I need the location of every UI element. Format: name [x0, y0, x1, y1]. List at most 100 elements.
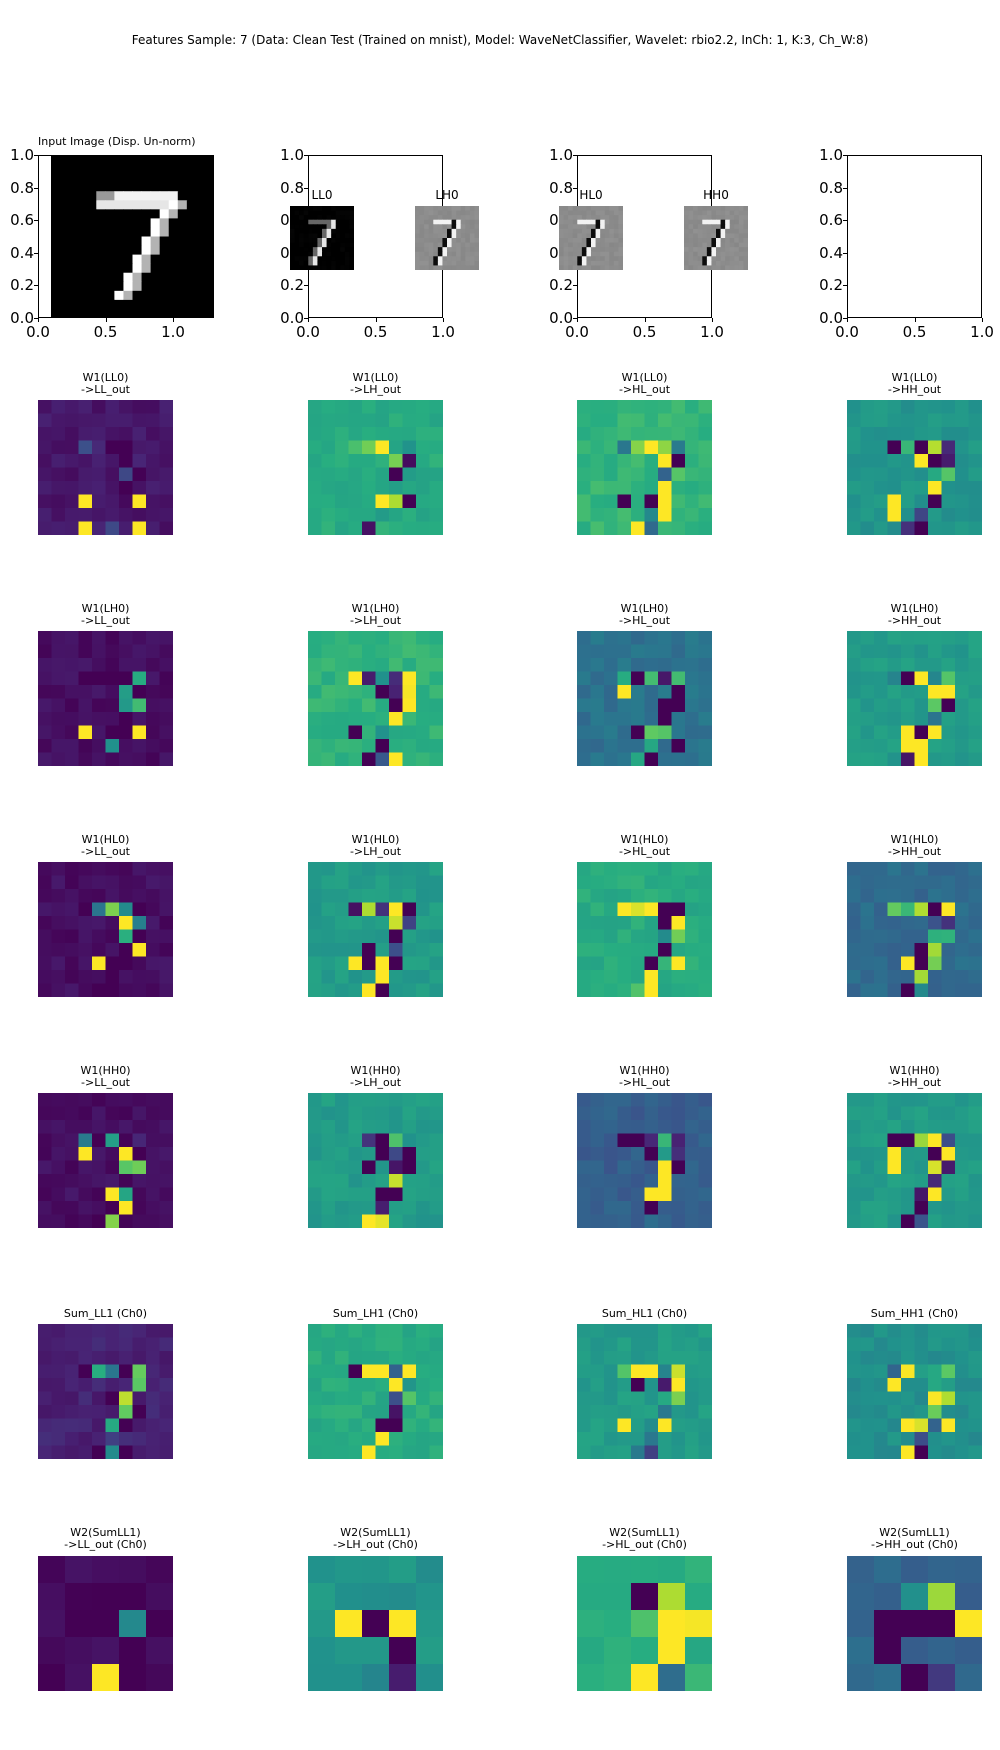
heatmap-cell — [901, 970, 915, 984]
heatmap-cell — [955, 440, 969, 455]
heatmap-cell — [78, 889, 93, 903]
heatmap-cell — [335, 1187, 349, 1202]
heatmap-cell — [581, 224, 587, 230]
heatmap-cell — [65, 1214, 79, 1228]
heatmap-cell — [698, 1174, 712, 1188]
heatmap-cell — [600, 256, 606, 262]
heatmap-cell — [604, 251, 610, 257]
heatmap-cell — [618, 260, 623, 266]
heatmap-cell — [563, 242, 569, 248]
heatmap-cell — [105, 943, 120, 957]
heatmap-cell — [322, 215, 328, 221]
heatmap-cell — [874, 427, 888, 441]
heatmap-cell — [389, 970, 403, 984]
heatmap-cell — [671, 427, 686, 441]
feature-map-title: W1(LL0) ->HL_out — [618, 371, 671, 396]
heatmap-cell — [604, 260, 610, 266]
heatmap-cell — [706, 238, 712, 244]
heatmap-cell — [887, 725, 902, 740]
heatmap-cell — [159, 712, 173, 726]
heatmap-cell — [105, 454, 120, 468]
heatmap-cell — [968, 862, 982, 876]
heatmap-cell — [604, 400, 618, 414]
heatmap-cell — [402, 494, 417, 509]
heatmap-cell — [706, 224, 712, 230]
heatmap-cell — [631, 1637, 659, 1665]
heatmap-cell — [429, 1364, 443, 1379]
heatmap-cell — [308, 875, 322, 890]
heatmap-cell — [389, 467, 403, 482]
heatmap-cell — [941, 1445, 956, 1459]
heatmap-cell — [720, 242, 726, 248]
heatmap-cell — [928, 698, 942, 713]
heatmap-cell — [375, 1378, 390, 1392]
heatmap-cell — [901, 1445, 915, 1459]
heatmap-cell — [644, 1405, 659, 1419]
heatmap-cell — [604, 440, 618, 455]
heatmap-cell — [671, 1364, 686, 1379]
heatmap-cell — [335, 1445, 349, 1459]
heatmap-cell — [631, 671, 645, 686]
heatmap-cell — [92, 712, 106, 726]
heatmap-cell — [941, 929, 956, 944]
heatmap-cell — [658, 1637, 686, 1665]
heatmap-cell — [460, 256, 466, 262]
heatmap-cell — [78, 481, 93, 495]
heatmap-cell — [51, 1351, 66, 1365]
heatmap-cell — [671, 1133, 686, 1148]
heatmap-cell — [159, 1351, 173, 1365]
heatmap-cell — [65, 725, 79, 740]
heatmap-cell — [321, 956, 336, 971]
heatmap-cell — [955, 454, 969, 468]
heatmap-cell — [349, 265, 354, 270]
heatmap-cell — [419, 242, 425, 248]
heatmap-cell — [308, 685, 322, 699]
heatmap-cell — [186, 236, 197, 247]
heatmap-cell — [437, 215, 443, 221]
heatmap-cell — [901, 712, 915, 726]
heatmap-cell — [78, 1120, 93, 1134]
heatmap-cell — [60, 308, 70, 318]
heatmap-cell — [419, 210, 425, 216]
heatmap-cell — [321, 1174, 336, 1188]
heatmap-cell — [955, 1201, 969, 1215]
heatmap-cell — [729, 260, 735, 266]
heatmap-cell — [294, 228, 300, 234]
heatmap-cell — [119, 943, 133, 957]
heatmap-cell — [928, 929, 942, 944]
heatmap-cell — [195, 299, 206, 310]
heatmap-cell — [424, 242, 430, 248]
heatmap-cell — [159, 245, 170, 256]
heatmap-cell — [132, 245, 143, 256]
heatmap-cell — [928, 427, 942, 441]
heatmap-cell — [429, 889, 443, 903]
heatmap-cell — [308, 1351, 322, 1365]
feature-map-title: W1(LH0) ->HL_out — [618, 602, 671, 627]
heatmap-cell — [299, 265, 305, 270]
heatmap-cell — [955, 400, 969, 414]
heatmap-cell — [119, 902, 133, 917]
heatmap-cell — [720, 260, 726, 266]
heatmap-cell — [631, 400, 645, 414]
heatmap-cell — [914, 400, 929, 414]
heatmap-cell — [474, 215, 479, 221]
heatmap-cell — [419, 260, 425, 266]
heatmap-cell — [335, 467, 349, 482]
heatmap-cell — [671, 400, 686, 414]
heatmap-cell — [146, 1664, 173, 1691]
heatmap-cell — [159, 173, 170, 183]
heatmap-cell — [92, 889, 106, 903]
heatmap-cell — [65, 902, 79, 917]
heatmap-cell — [308, 1147, 322, 1161]
heatmap-cell — [743, 228, 748, 234]
heatmap-cell — [847, 454, 861, 468]
heatmap-cell — [51, 1133, 66, 1148]
heatmap-cell — [595, 238, 601, 244]
heatmap-cell — [559, 233, 565, 239]
heatmap-cell — [105, 739, 120, 753]
heatmap-cell — [177, 155, 188, 165]
heatmap-cell — [362, 671, 376, 686]
heatmap-cell — [308, 494, 322, 509]
heatmap-cell — [92, 671, 106, 686]
heatmap-cell — [429, 1174, 443, 1188]
